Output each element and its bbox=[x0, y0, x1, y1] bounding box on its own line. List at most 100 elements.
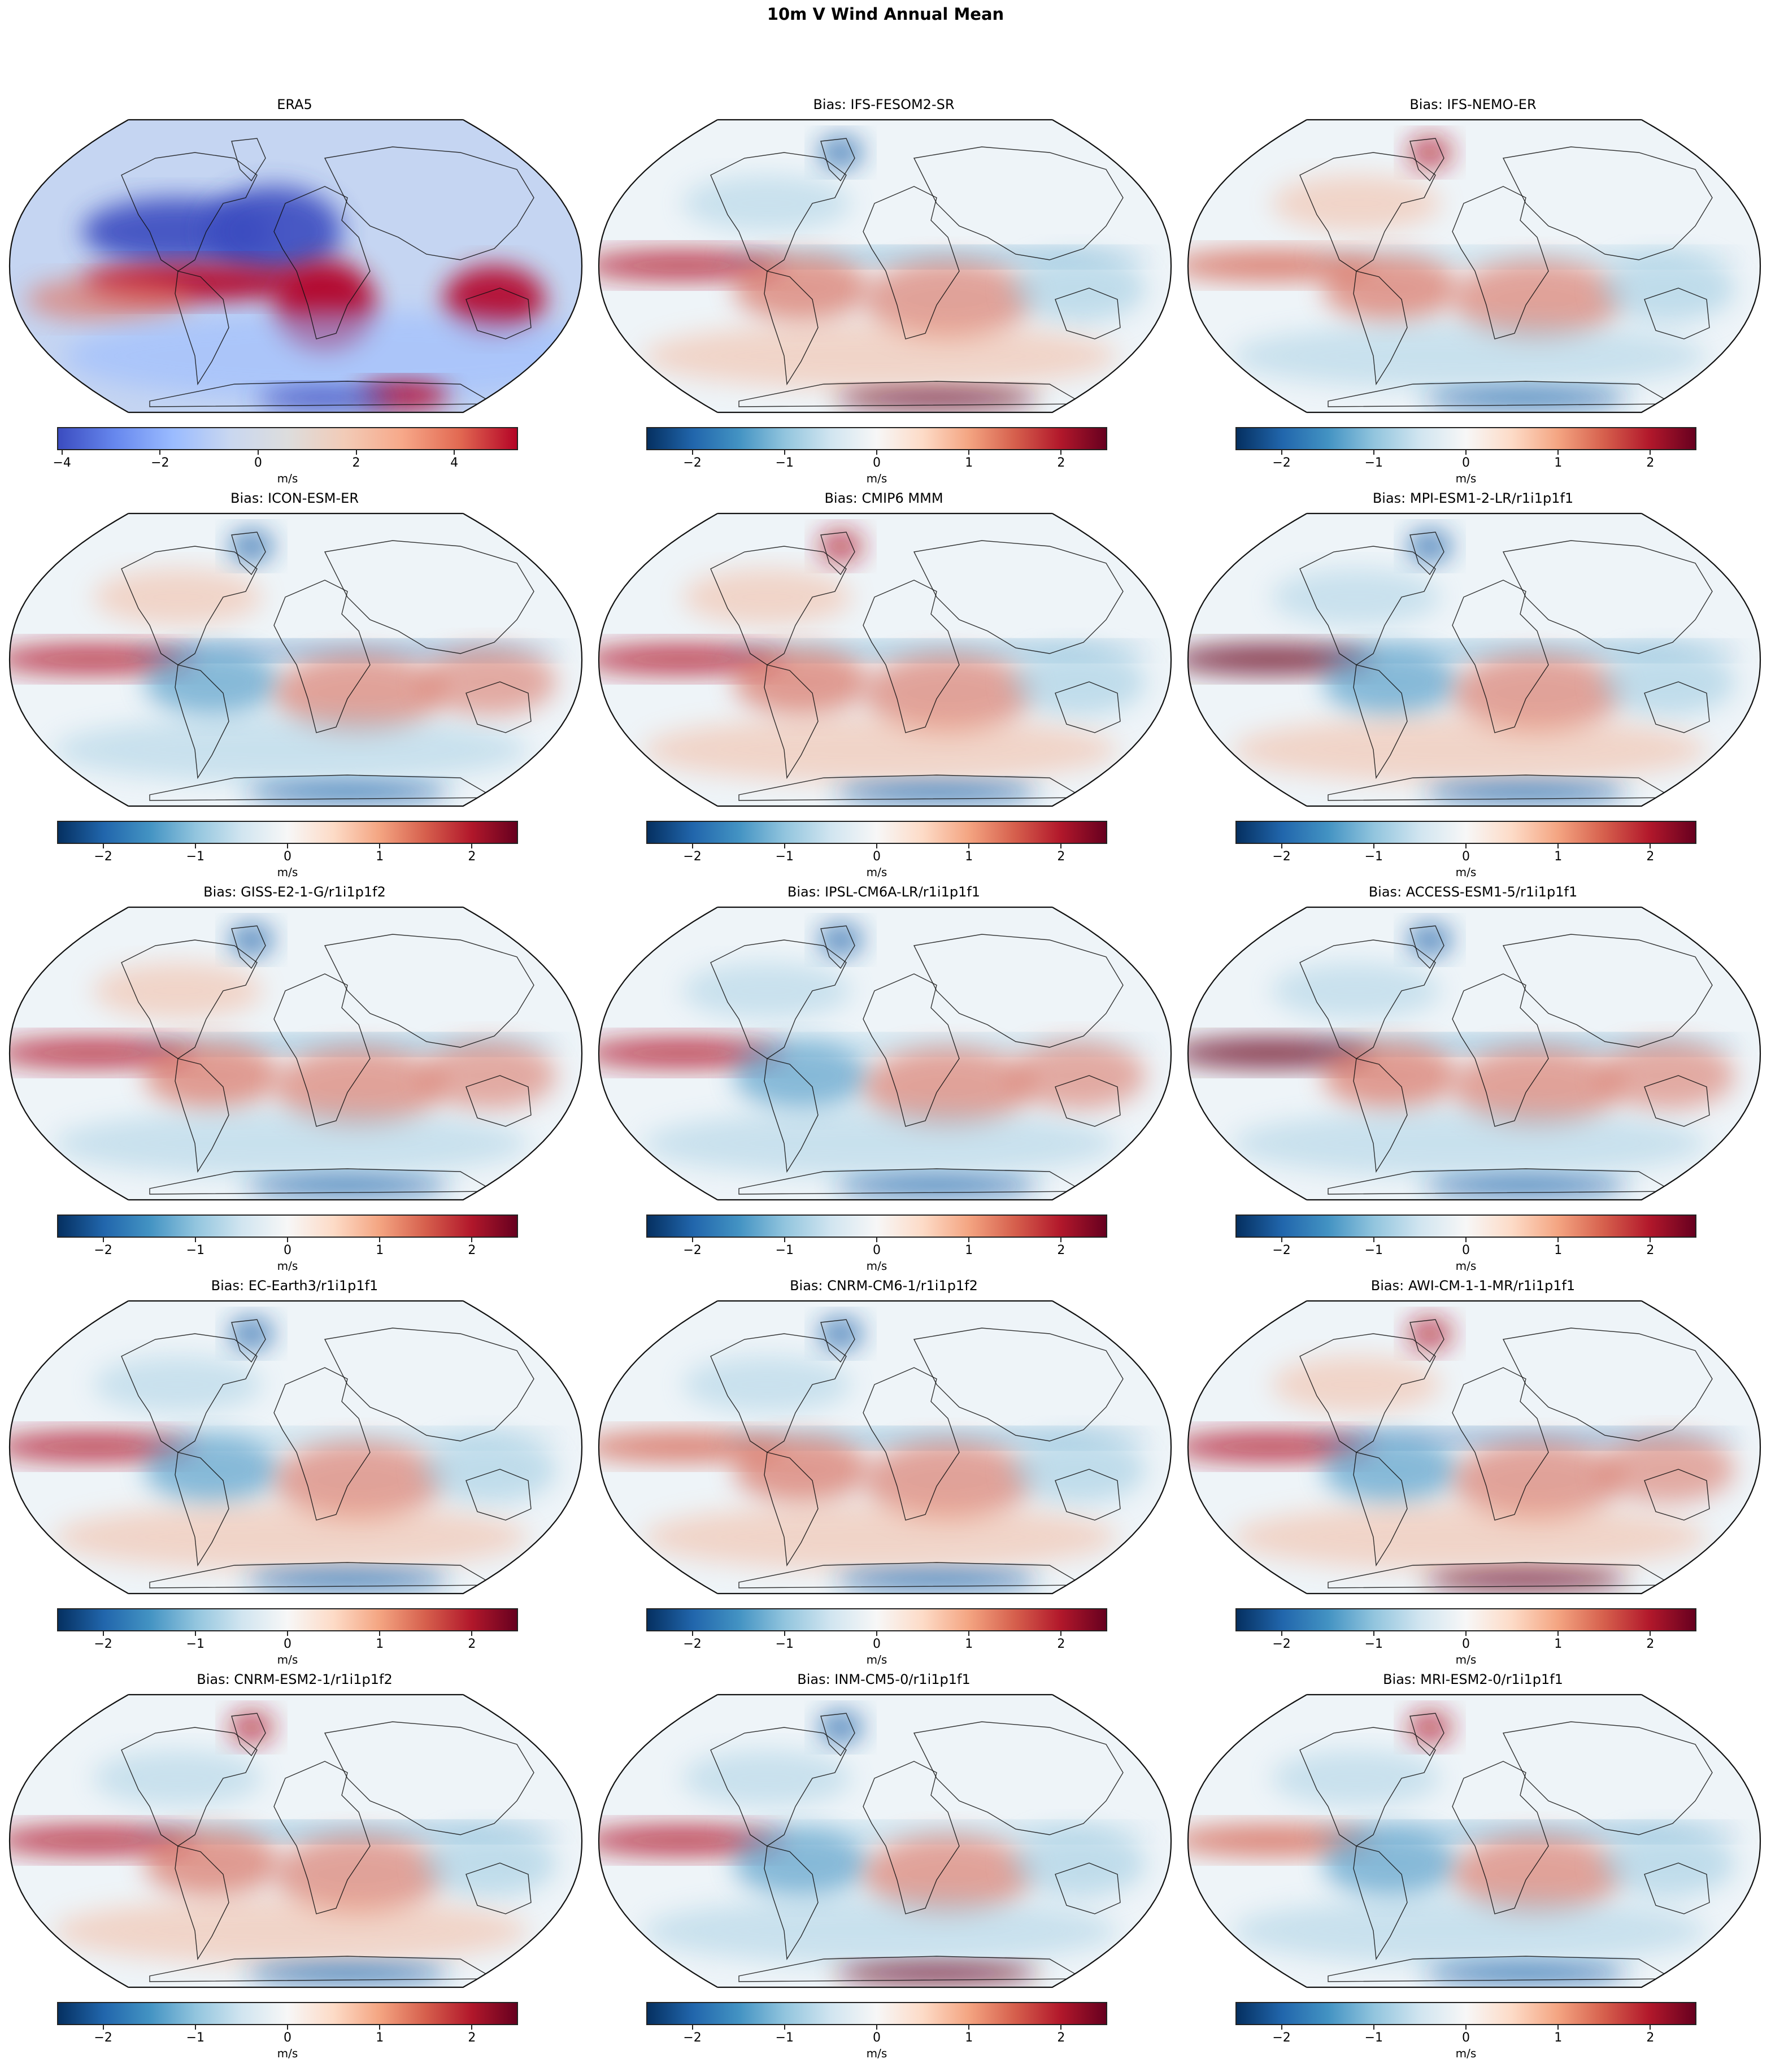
colorbar-tick-label: −2 bbox=[94, 1243, 112, 1257]
colorbar-tick-label: 2 bbox=[1057, 850, 1065, 864]
colorbar-ticks: −2 −1 0 1 2 bbox=[1235, 2025, 1696, 2048]
colorbar-ticks: −2 −1 0 1 2 bbox=[57, 844, 518, 867]
colorbar-tick-label: 4 bbox=[450, 456, 459, 470]
colorbar-tick-label: 1 bbox=[1554, 2031, 1563, 2045]
colorbar bbox=[646, 1215, 1107, 1238]
subplot-title: Bias: CNRM-CM6-1/r1i1p1f2 bbox=[790, 1278, 978, 1294]
map-plot bbox=[1187, 119, 1761, 413]
colorbar-tick-label: −2 bbox=[1272, 1243, 1291, 1257]
map-plot bbox=[8, 1300, 583, 1595]
colorbar-tick-label: 2 bbox=[1646, 456, 1655, 470]
colorbar-tick-label: 0 bbox=[873, 456, 881, 470]
colorbar-tick-label: 1 bbox=[376, 850, 384, 864]
subplot-panel: Bias: MPI-ESM1-2-LR/r1i1p1f1 −2 −1 0 1 2 m/s bbox=[1178, 490, 1768, 883]
colorbar-tick-label: −2 bbox=[94, 1637, 112, 1651]
subplot-panel: Bias: GISS-E2-1-G/r1i1p1f2 −2 −1 0 1 2 m/s bbox=[0, 883, 589, 1277]
colorbar bbox=[1235, 1215, 1696, 1238]
subplot-title: Bias: ICON-ESM-ER bbox=[230, 490, 359, 506]
colorbar-tick-label: −2 bbox=[683, 1637, 702, 1651]
subplot-panel: Bias: CMIP6 MMM −2 −1 0 1 2 m/s bbox=[589, 490, 1178, 883]
subplot-title: Bias: EC-Earth3/r1i1p1f1 bbox=[211, 1278, 378, 1294]
colorbar-tick-label: −2 bbox=[94, 850, 112, 864]
colorbar-label: m/s bbox=[1455, 1259, 1477, 1273]
colorbar bbox=[57, 2002, 518, 2025]
colorbar-tick-label: 2 bbox=[1646, 1243, 1655, 1257]
colorbar-tick-label: 2 bbox=[468, 850, 476, 864]
colorbar-tick-label: 1 bbox=[376, 1637, 384, 1651]
colorbar-tick-label: 2 bbox=[468, 2031, 476, 2045]
colorbar-ticks: −2 −1 0 1 2 bbox=[646, 450, 1107, 473]
subplot-panel: Bias: ACCESS-ESM1-5/r1i1p1f1 −2 −1 0 1 2 m/s bbox=[1178, 883, 1768, 1277]
colorbar-ticks: −2 −1 0 1 2 bbox=[57, 1238, 518, 1260]
colorbar-label: m/s bbox=[866, 472, 887, 485]
colorbar-tick-label: 1 bbox=[1554, 1243, 1563, 1257]
colorbar-tick-label: 1 bbox=[965, 456, 973, 470]
subplot-panel: Bias: CNRM-ESM2-1/r1i1p1f2 −2 −1 0 1 2 m/s bbox=[0, 1671, 589, 2065]
colorbar-tick-label: 0 bbox=[1462, 850, 1470, 864]
colorbar bbox=[1235, 427, 1696, 450]
subplot-title: Bias: ACCESS-ESM1-5/r1i1p1f1 bbox=[1368, 884, 1578, 900]
map-plot bbox=[1187, 906, 1761, 1201]
subplot-title: Bias: INM-CM5-0/r1i1p1f1 bbox=[797, 1671, 971, 1687]
colorbar-tick-label: 2 bbox=[1646, 2031, 1655, 2045]
map-plot bbox=[8, 906, 583, 1201]
colorbar-tick-label: −1 bbox=[1364, 1243, 1383, 1257]
colorbar-label: m/s bbox=[277, 1259, 298, 1273]
colorbar-tick-label: −1 bbox=[1364, 2031, 1383, 2045]
colorbar-tick-label: 0 bbox=[284, 2031, 291, 2045]
colorbar-tick-label: 1 bbox=[965, 1637, 973, 1651]
subplot-panel: Bias: IPSL-CM6A-LR/r1i1p1f1 −2 −1 0 1 2 m/s bbox=[589, 883, 1178, 1277]
map-plot bbox=[598, 1694, 1172, 1988]
colorbar-label: m/s bbox=[277, 472, 298, 485]
colorbar-ticks: −2 −1 0 1 2 bbox=[57, 1631, 518, 1654]
colorbar-ticks: −2 −1 0 1 2 bbox=[1235, 450, 1696, 473]
colorbar bbox=[1235, 1608, 1696, 1631]
colorbar bbox=[646, 2002, 1107, 2025]
colorbar-ticks: −2 −1 0 1 2 bbox=[646, 1631, 1107, 1654]
map-plot bbox=[598, 119, 1172, 413]
colorbar-tick-label: −1 bbox=[1364, 850, 1383, 864]
colorbar-tick-label: 2 bbox=[352, 456, 360, 470]
subplot-title: Bias: MRI-ESM2-0/r1i1p1f1 bbox=[1383, 1671, 1563, 1687]
colorbar-tick-label: −1 bbox=[186, 1243, 205, 1257]
colorbar bbox=[57, 821, 518, 844]
subplot-title: ERA5 bbox=[277, 97, 312, 112]
colorbar-label: m/s bbox=[866, 2047, 887, 2060]
colorbar-tick-label: 0 bbox=[873, 1637, 881, 1651]
colorbar-tick-label: 2 bbox=[1057, 1243, 1065, 1257]
colorbar-tick-label: −1 bbox=[1364, 456, 1383, 470]
colorbar-tick-label: 0 bbox=[284, 850, 291, 864]
subplot-panel: Bias: EC-Earth3/r1i1p1f1 −2 −1 0 1 2 m/s bbox=[0, 1277, 589, 1671]
colorbar-tick-label: −1 bbox=[775, 2031, 794, 2045]
colorbar-ticks: −2 −1 0 1 2 bbox=[57, 2025, 518, 2048]
subplot-panel: Bias: ICON-ESM-ER −2 −1 0 1 2 m/s bbox=[0, 490, 589, 883]
map-plot bbox=[1187, 1694, 1761, 1988]
colorbar bbox=[57, 427, 518, 450]
colorbar-tick-label: 1 bbox=[1554, 850, 1563, 864]
map-plot bbox=[8, 119, 583, 413]
subplot-title: Bias: GISS-E2-1-G/r1i1p1f2 bbox=[203, 884, 386, 900]
colorbar-ticks: −2 −1 0 1 2 bbox=[1235, 1238, 1696, 1260]
colorbar-tick-label: 2 bbox=[468, 1637, 476, 1651]
colorbar-tick-label: 2 bbox=[1057, 456, 1065, 470]
colorbar-tick-label: −1 bbox=[186, 850, 205, 864]
colorbar bbox=[646, 821, 1107, 844]
colorbar bbox=[646, 1608, 1107, 1631]
colorbar-tick-label: 1 bbox=[965, 1243, 973, 1257]
colorbar-tick-label: 1 bbox=[1554, 456, 1563, 470]
subplot-title: Bias: CNRM-ESM2-1/r1i1p1f2 bbox=[197, 1671, 393, 1687]
subplot-panel: Bias: IFS-FESOM2-SR −2 −1 0 1 2 m/s bbox=[589, 96, 1178, 490]
colorbar-tick-label: −2 bbox=[1272, 2031, 1291, 2045]
map-plot bbox=[8, 512, 583, 807]
map-plot bbox=[8, 1694, 583, 1988]
colorbar-tick-label: −2 bbox=[151, 456, 169, 470]
colorbar-tick-label: −1 bbox=[1364, 1637, 1383, 1651]
colorbar-tick-label: 1 bbox=[1554, 1637, 1563, 1651]
colorbar bbox=[1235, 2002, 1696, 2025]
map-plot bbox=[598, 1300, 1172, 1595]
colorbar-tick-label: −1 bbox=[186, 2031, 205, 2045]
colorbar-tick-label: −2 bbox=[683, 2031, 702, 2045]
colorbar-tick-label: −2 bbox=[683, 850, 702, 864]
colorbar-tick-label: −2 bbox=[683, 1243, 702, 1257]
subplot-title: Bias: CMIP6 MMM bbox=[824, 490, 943, 506]
